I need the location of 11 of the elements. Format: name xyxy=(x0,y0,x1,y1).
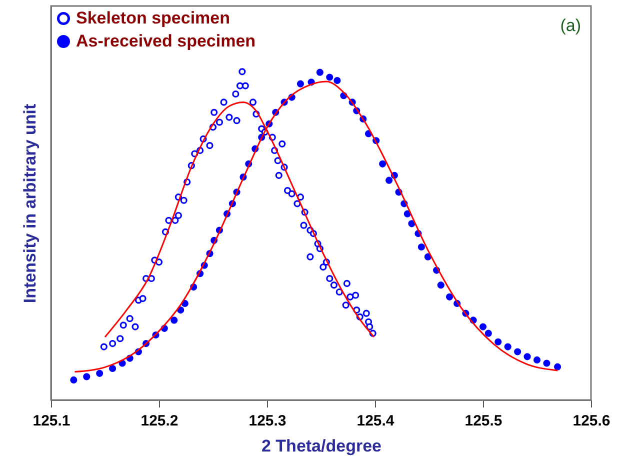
x-tick-label: 125.2 xyxy=(140,412,178,430)
x-tick-label: 125.4 xyxy=(356,412,395,430)
x-tick-label: 125.5 xyxy=(464,412,502,430)
x-tick-label: 125.3 xyxy=(248,412,286,430)
x-tick-label: 125.6 xyxy=(572,412,610,430)
legend-label: As-received specimen xyxy=(76,32,256,50)
text: (a) xyxy=(560,16,581,35)
x-tick-label: 125.1 xyxy=(32,412,70,430)
x-axis-title: 2 Theta/degree xyxy=(262,436,382,456)
y-axis-title: Intensity in arbitrary unit xyxy=(20,104,40,304)
legend-label: Skeleton specimen xyxy=(76,8,230,28)
